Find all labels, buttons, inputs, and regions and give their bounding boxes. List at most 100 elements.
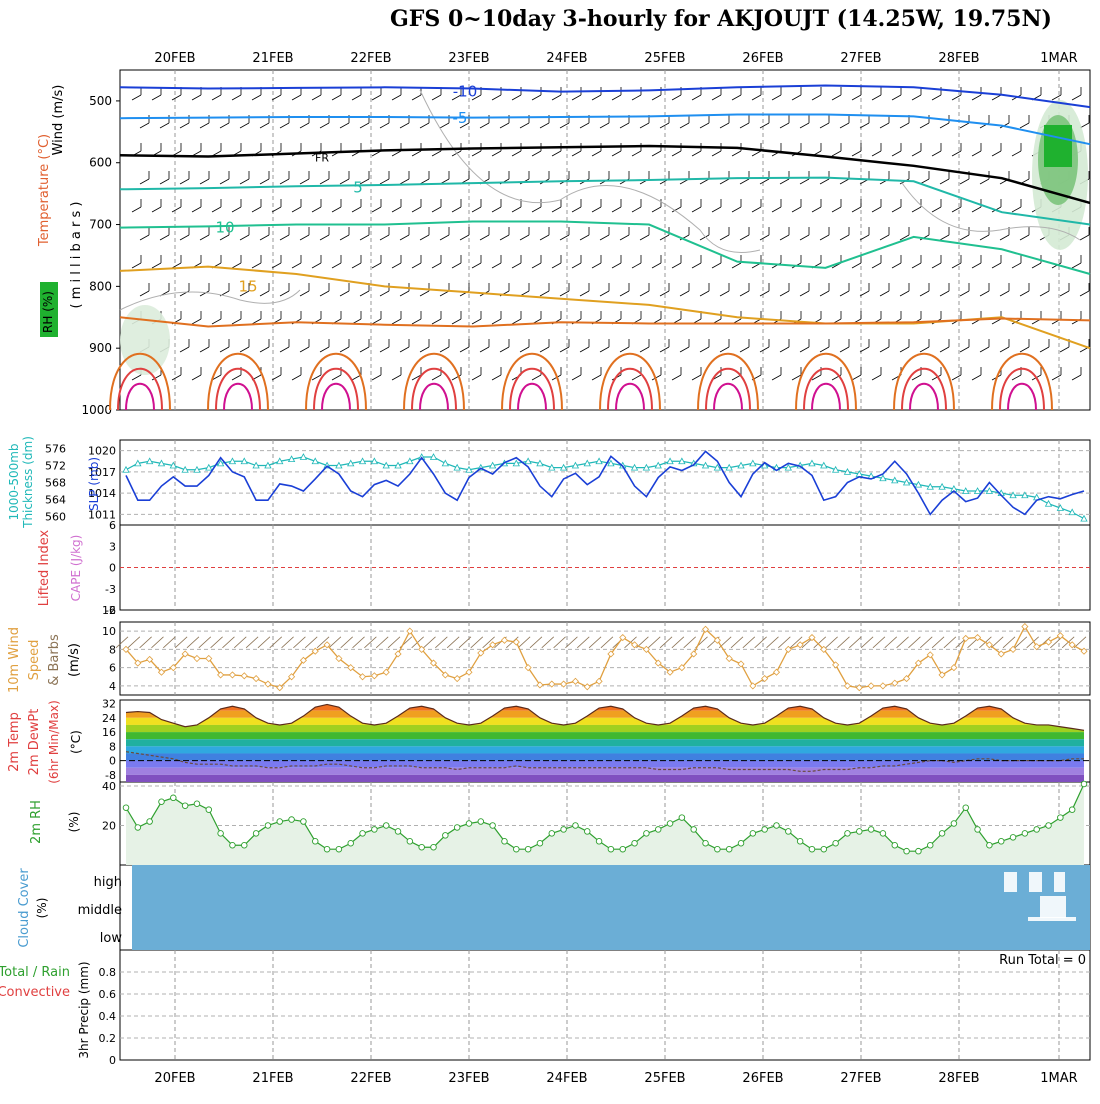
wind-barb [1011, 143, 1022, 157]
temp-axis-label: 2m Temp [7, 712, 22, 772]
date-label-bottom: 24FEB [546, 1071, 587, 1086]
wind-barb-shaft [939, 122, 950, 129]
thickness-marker [654, 461, 662, 469]
wind-barb-shaft [791, 374, 802, 381]
wind-barb [519, 227, 530, 241]
rh-ytick: 40 [102, 780, 116, 793]
wind-barb [959, 339, 970, 353]
surface-wind-barb [387, 636, 401, 649]
wind-barb-shaft [671, 150, 682, 157]
wind-barb [1019, 339, 1030, 353]
wind-barb-shaft [399, 346, 410, 353]
wind-barb [639, 227, 650, 241]
wind-barb-shaft [331, 262, 342, 269]
wind-barb [699, 115, 710, 129]
wind-barb-shaft [271, 374, 282, 381]
wind-barb-shaft [839, 346, 850, 353]
thickness-marker [985, 487, 994, 494]
wind-barb-shaft [871, 206, 882, 213]
thickness-marker [536, 459, 544, 467]
wind-barb-shaft [731, 94, 742, 101]
wind-barb [759, 283, 770, 297]
wind-barb [831, 199, 842, 213]
thickness-marker [216, 459, 225, 467]
wind-barb-shaft [811, 94, 822, 101]
wind-barb-shaft [411, 206, 422, 213]
wind-barb-shaft [511, 318, 522, 325]
wind-barb-shaft [431, 206, 442, 213]
surface-temp-lobe [615, 382, 645, 411]
surface-temp-lobe [697, 353, 759, 411]
wind-barb-shaft [691, 94, 702, 101]
surface-wind-barb [470, 636, 484, 649]
wind-barb-shaft [799, 122, 810, 129]
rh-marker [430, 843, 437, 851]
wind-barb-shaft [839, 234, 850, 241]
temp-ytick: 8 [109, 740, 116, 753]
wind-barb [319, 227, 330, 241]
wind-speed-marker [607, 650, 615, 658]
wind-speed-marker [524, 664, 532, 672]
wind-barb [319, 171, 330, 185]
wind-barb-shaft [591, 150, 602, 157]
wind-barb [731, 367, 742, 381]
wind-barb-shaft [551, 94, 562, 101]
wind-barb-shaft [951, 206, 962, 213]
wind-barb-shaft [1079, 290, 1090, 297]
wind-barb-shaft [931, 206, 942, 213]
wind-barb [851, 367, 862, 381]
thickness-marker [760, 461, 769, 469]
wind-speed-marker [228, 671, 237, 679]
wind-barb-shaft [919, 290, 930, 297]
wind-barb-shaft [271, 206, 282, 213]
surface-wind-barb [316, 636, 330, 649]
thickness-marker [287, 455, 296, 463]
wind-barb [811, 199, 822, 213]
surface-temp-lobe [501, 353, 563, 411]
wind-barb [899, 339, 910, 353]
wind-barb-shaft [971, 262, 982, 269]
wind-barb [691, 255, 702, 269]
wind-barb [159, 115, 170, 129]
wind-barb [399, 339, 410, 353]
wind-speed-marker [713, 636, 721, 644]
wind-barb [299, 227, 310, 241]
thickness-marker [441, 459, 450, 467]
surface-wind-barb [671, 636, 685, 649]
wind-barb [211, 311, 222, 325]
wind-barb [271, 367, 282, 381]
lifted-index-axis-label: Lifted Index [37, 529, 52, 606]
surface-wind-barb [139, 636, 152, 649]
date-label-bottom: 20FEB [154, 1071, 195, 1086]
wind-barb-shaft [719, 346, 730, 353]
wind-barb [739, 115, 750, 129]
wind-barb [171, 199, 182, 213]
wind-barb-shaft [971, 150, 982, 157]
wind-barb-shaft [179, 234, 190, 241]
thickness-marker [205, 463, 213, 471]
wind-barb [499, 115, 510, 129]
wind-barb-shaft [739, 234, 750, 241]
wind-barb [579, 339, 590, 353]
isotherm-line [119, 176, 1091, 226]
wind-ytick: 8 [109, 643, 116, 656]
thickness-marker [973, 487, 982, 494]
wind-barb-shaft [571, 94, 582, 101]
wind-barb-shaft [859, 290, 870, 297]
wind-barb [771, 367, 782, 381]
wind-barb-shaft [951, 150, 962, 157]
wind-barb-shaft [431, 374, 442, 381]
wind-barb [139, 227, 150, 241]
wind-barb [459, 227, 470, 241]
wind-speed-marker [678, 664, 686, 672]
wind-barb [971, 367, 982, 381]
wind-barb-shaft [439, 122, 450, 129]
wind-speed-marker [560, 680, 568, 688]
rh-marker [997, 838, 1005, 845]
wind-barb [699, 171, 710, 185]
date-label-top: 21FEB [252, 51, 293, 66]
surface-wind-barb [163, 636, 176, 649]
wind-barb [711, 255, 722, 269]
wind-barb-shaft [439, 234, 450, 241]
wind-barb-shaft [771, 374, 782, 381]
